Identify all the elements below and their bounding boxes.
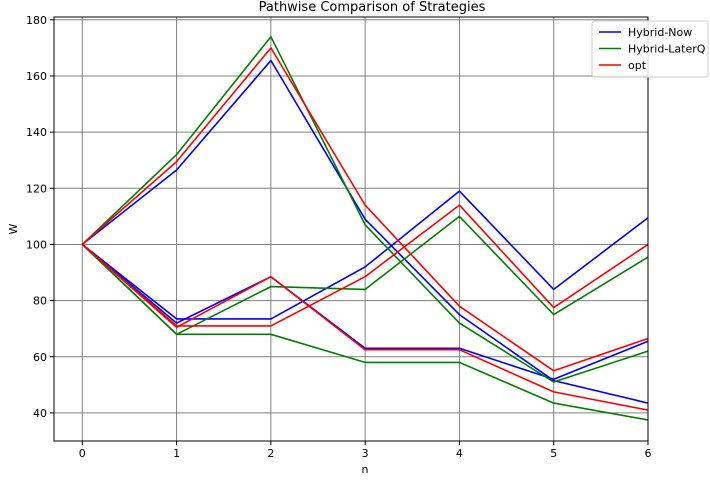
y-ticks: 40 60 80 100 120 140 160 180 <box>26 14 54 420</box>
series-line-hybrid-now-1 <box>81 190 649 320</box>
legend-box <box>591 20 709 78</box>
legend-label: opt <box>628 59 647 72</box>
x-tick-label: 3 <box>362 447 369 460</box>
plot-frame <box>53 16 649 442</box>
x-tick-label: 5 <box>550 447 557 460</box>
series-line-opt-7 <box>81 204 649 327</box>
series-line-hybrid-laterq-3 <box>81 35 649 383</box>
series-lines <box>81 35 649 421</box>
x-axis-label: n <box>362 463 369 476</box>
x-tick-label: 4 <box>456 447 463 460</box>
y-tick-label: 140 <box>26 126 47 139</box>
y-tick-label: 120 <box>26 182 47 195</box>
x-tick-label: 6 <box>645 447 652 460</box>
x-tick-label: 0 <box>79 447 86 460</box>
y-tick-label: 60 <box>33 351 47 364</box>
y-tick-label: 180 <box>26 14 47 27</box>
y-tick-label: 160 <box>26 70 47 83</box>
legend-label: Hybrid-Now <box>628 26 692 39</box>
y-axis-label: W <box>7 223 20 234</box>
series-line-opt-6 <box>81 47 649 372</box>
legend: Hybrid-Now Hybrid-LaterQ opt <box>591 20 709 78</box>
x-ticks: 0 1 2 3 4 5 6 <box>79 441 652 460</box>
legend-label: Hybrid-LaterQ <box>628 43 706 56</box>
series-line-opt-8 <box>81 243 649 411</box>
y-tick-label: 40 <box>33 407 47 420</box>
x-tick-label: 1 <box>173 447 180 460</box>
series-line-hybrid-now-2 <box>81 243 649 381</box>
y-tick-label: 80 <box>33 295 47 308</box>
series-line-hybrid-laterq-5 <box>81 243 649 421</box>
y-tick-label: 100 <box>26 238 47 251</box>
chart-title: Pathwise Comparison of Strategies <box>259 0 486 15</box>
x-tick-label: 2 <box>267 447 274 460</box>
series-line-hybrid-now-0 <box>81 59 649 404</box>
